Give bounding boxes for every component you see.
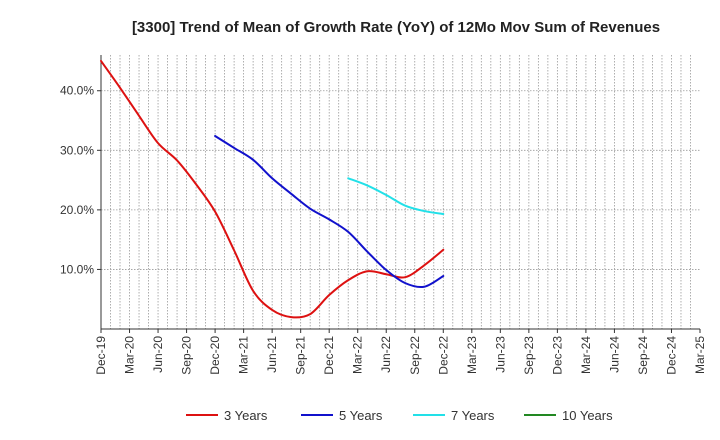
x-tick-label: Sep-24	[636, 336, 650, 375]
legend: 3 Years 5 Years 7 Years 10 Years	[186, 408, 613, 423]
y-tick-label: 40.0%	[60, 84, 94, 98]
x-tick-label: Jun-21	[265, 336, 279, 373]
x-tick-label: Sep-21	[294, 336, 308, 375]
legend-label-7-years: 7 Years	[451, 408, 495, 423]
x-tick-label: Jun-22	[379, 336, 393, 373]
y-tick-label: 20.0%	[60, 203, 94, 217]
x-tick-label: Dec-24	[664, 336, 678, 375]
series-line-7-years	[347, 177, 445, 216]
y-tick-label: 30.0%	[60, 143, 94, 157]
y-tick-label: 10.0%	[60, 262, 94, 276]
x-tick-label: Mar-22	[351, 336, 365, 374]
x-tick-label: Mar-24	[579, 336, 593, 374]
x-tick-label: Dec-23	[550, 336, 564, 375]
x-tick-label: Dec-22	[436, 336, 450, 375]
x-tick-label: Sep-22	[408, 336, 422, 375]
x-tick-label: Sep-23	[522, 336, 536, 375]
series-lines	[100, 59, 445, 319]
x-tick-label: Sep-20	[180, 336, 194, 375]
x-tick-label: Mar-21	[237, 336, 251, 374]
axes: 10.0% 20.0% 30.0% 40.0% Dec-19 Mar-20 Jun-20 Se…	[60, 55, 707, 375]
x-tick-label: Jun-24	[607, 336, 621, 373]
chart-title: [3300] Trend of Mean of Growth Rate (YoY…	[132, 19, 660, 36]
x-tick-label: Mar-20	[123, 336, 137, 374]
x-tick-label: Jun-20	[151, 336, 165, 373]
x-tick-label: Dec-20	[208, 336, 222, 375]
plot-area	[101, 55, 700, 329]
x-tick-label: Dec-19	[94, 336, 108, 375]
series-line-5-years	[214, 135, 445, 289]
x-tick-label: Mar-23	[465, 336, 479, 374]
x-tick-label: Dec-21	[322, 336, 336, 375]
series-line-3-years	[100, 59, 445, 319]
legend-label-10-years: 10 Years	[562, 408, 613, 423]
x-tick-label: Jun-23	[493, 336, 507, 373]
grid	[101, 55, 700, 329]
legend-label-5-years: 5 Years	[339, 408, 383, 423]
x-tick-label: Mar-25	[693, 336, 707, 374]
legend-label-3-years: 3 Years	[224, 408, 268, 423]
